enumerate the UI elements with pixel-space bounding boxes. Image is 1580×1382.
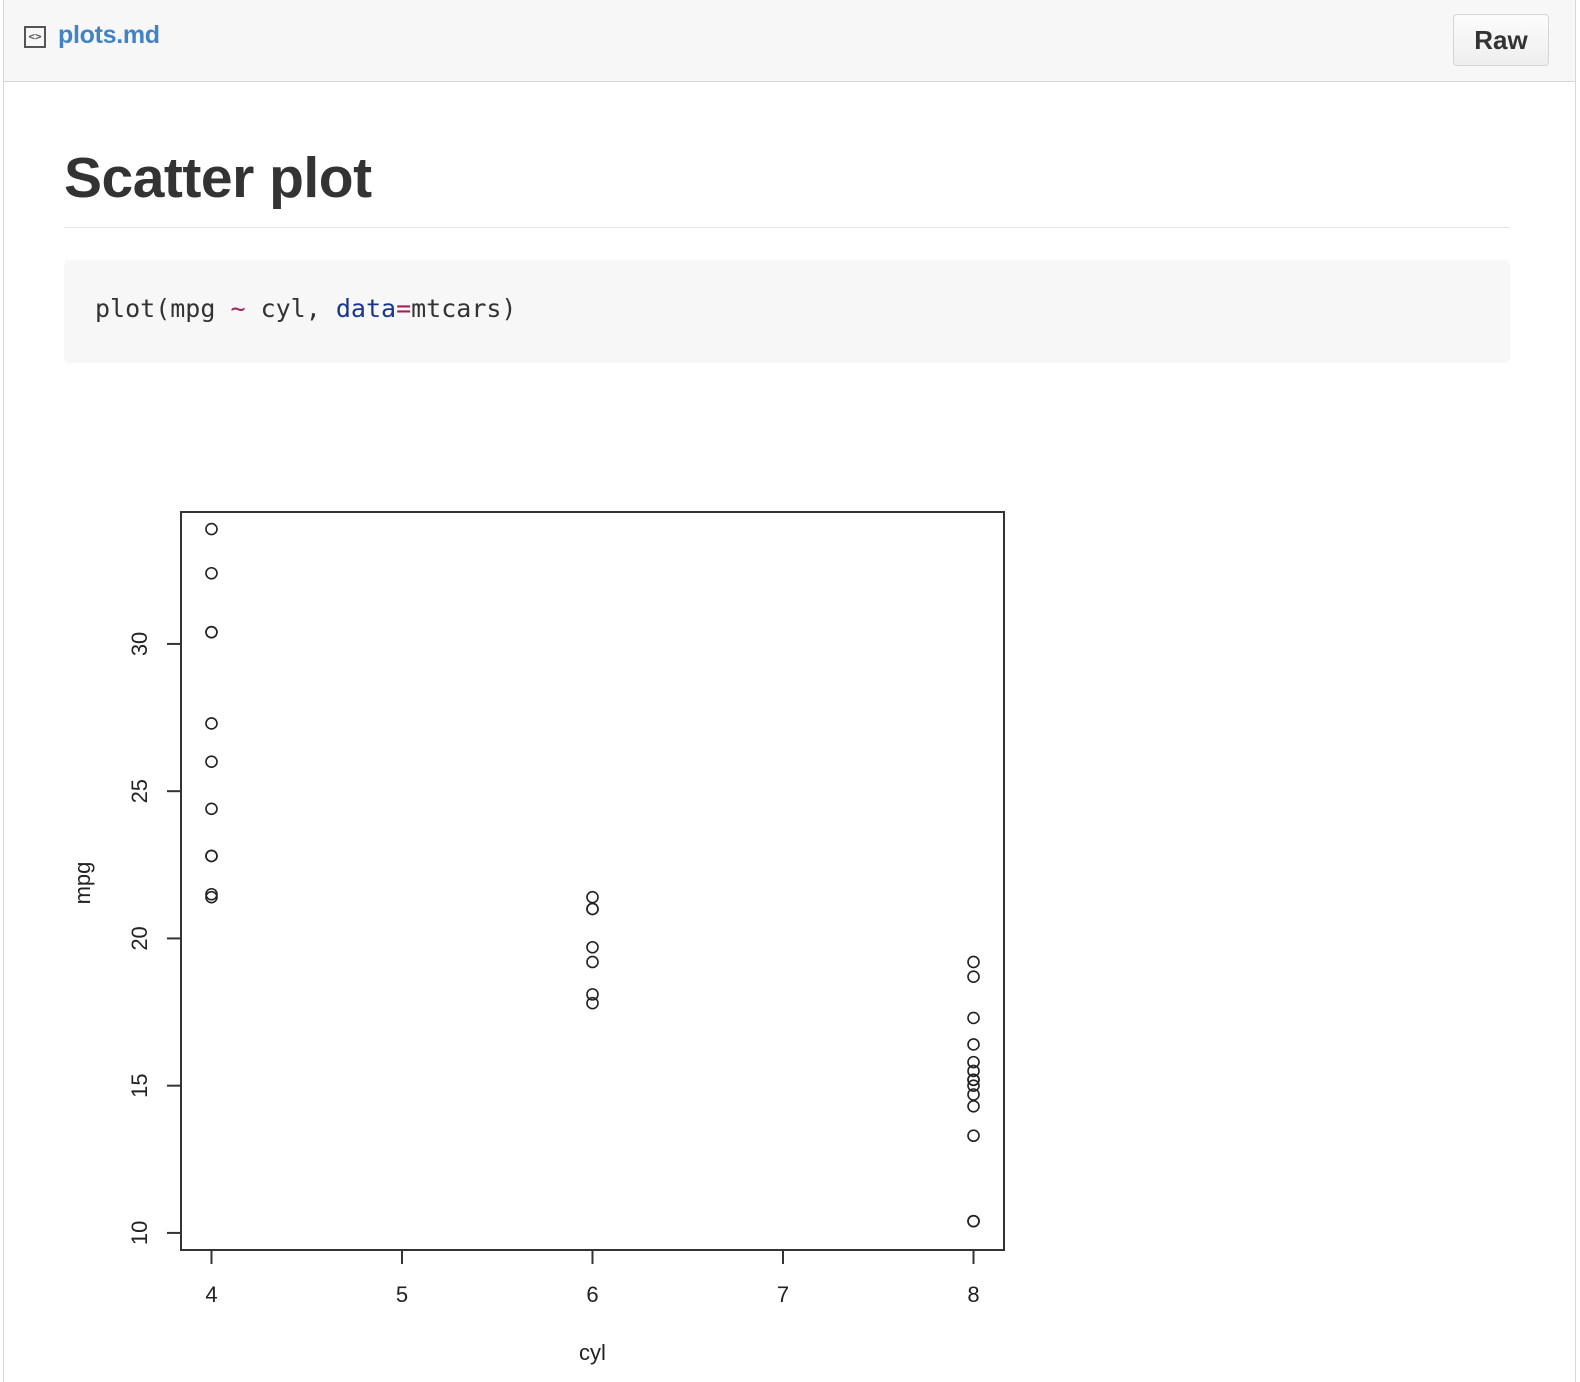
code-tilde: ~ xyxy=(230,294,246,323)
code-formula: cyl, xyxy=(245,294,336,323)
code-block: plot(mpg ~ cyl, data=mtcars) xyxy=(64,260,1510,363)
file-view: <> plots.md Raw Scatter plot plot(mpg ~ … xyxy=(3,0,1576,1382)
code-equals: = xyxy=(396,294,412,323)
raw-button[interactable]: Raw xyxy=(1453,14,1549,66)
code-arg-value: mtcars) xyxy=(411,294,517,323)
file-header: <> plots.md Raw xyxy=(4,0,1575,82)
page-title: Scatter plot xyxy=(64,146,372,210)
code-arg-name: data xyxy=(335,294,397,323)
file-name-link[interactable]: plots.md xyxy=(58,21,160,49)
code-function: plot(mpg xyxy=(95,294,231,323)
title-divider xyxy=(64,227,1510,228)
code-file-icon: <> xyxy=(24,26,46,48)
